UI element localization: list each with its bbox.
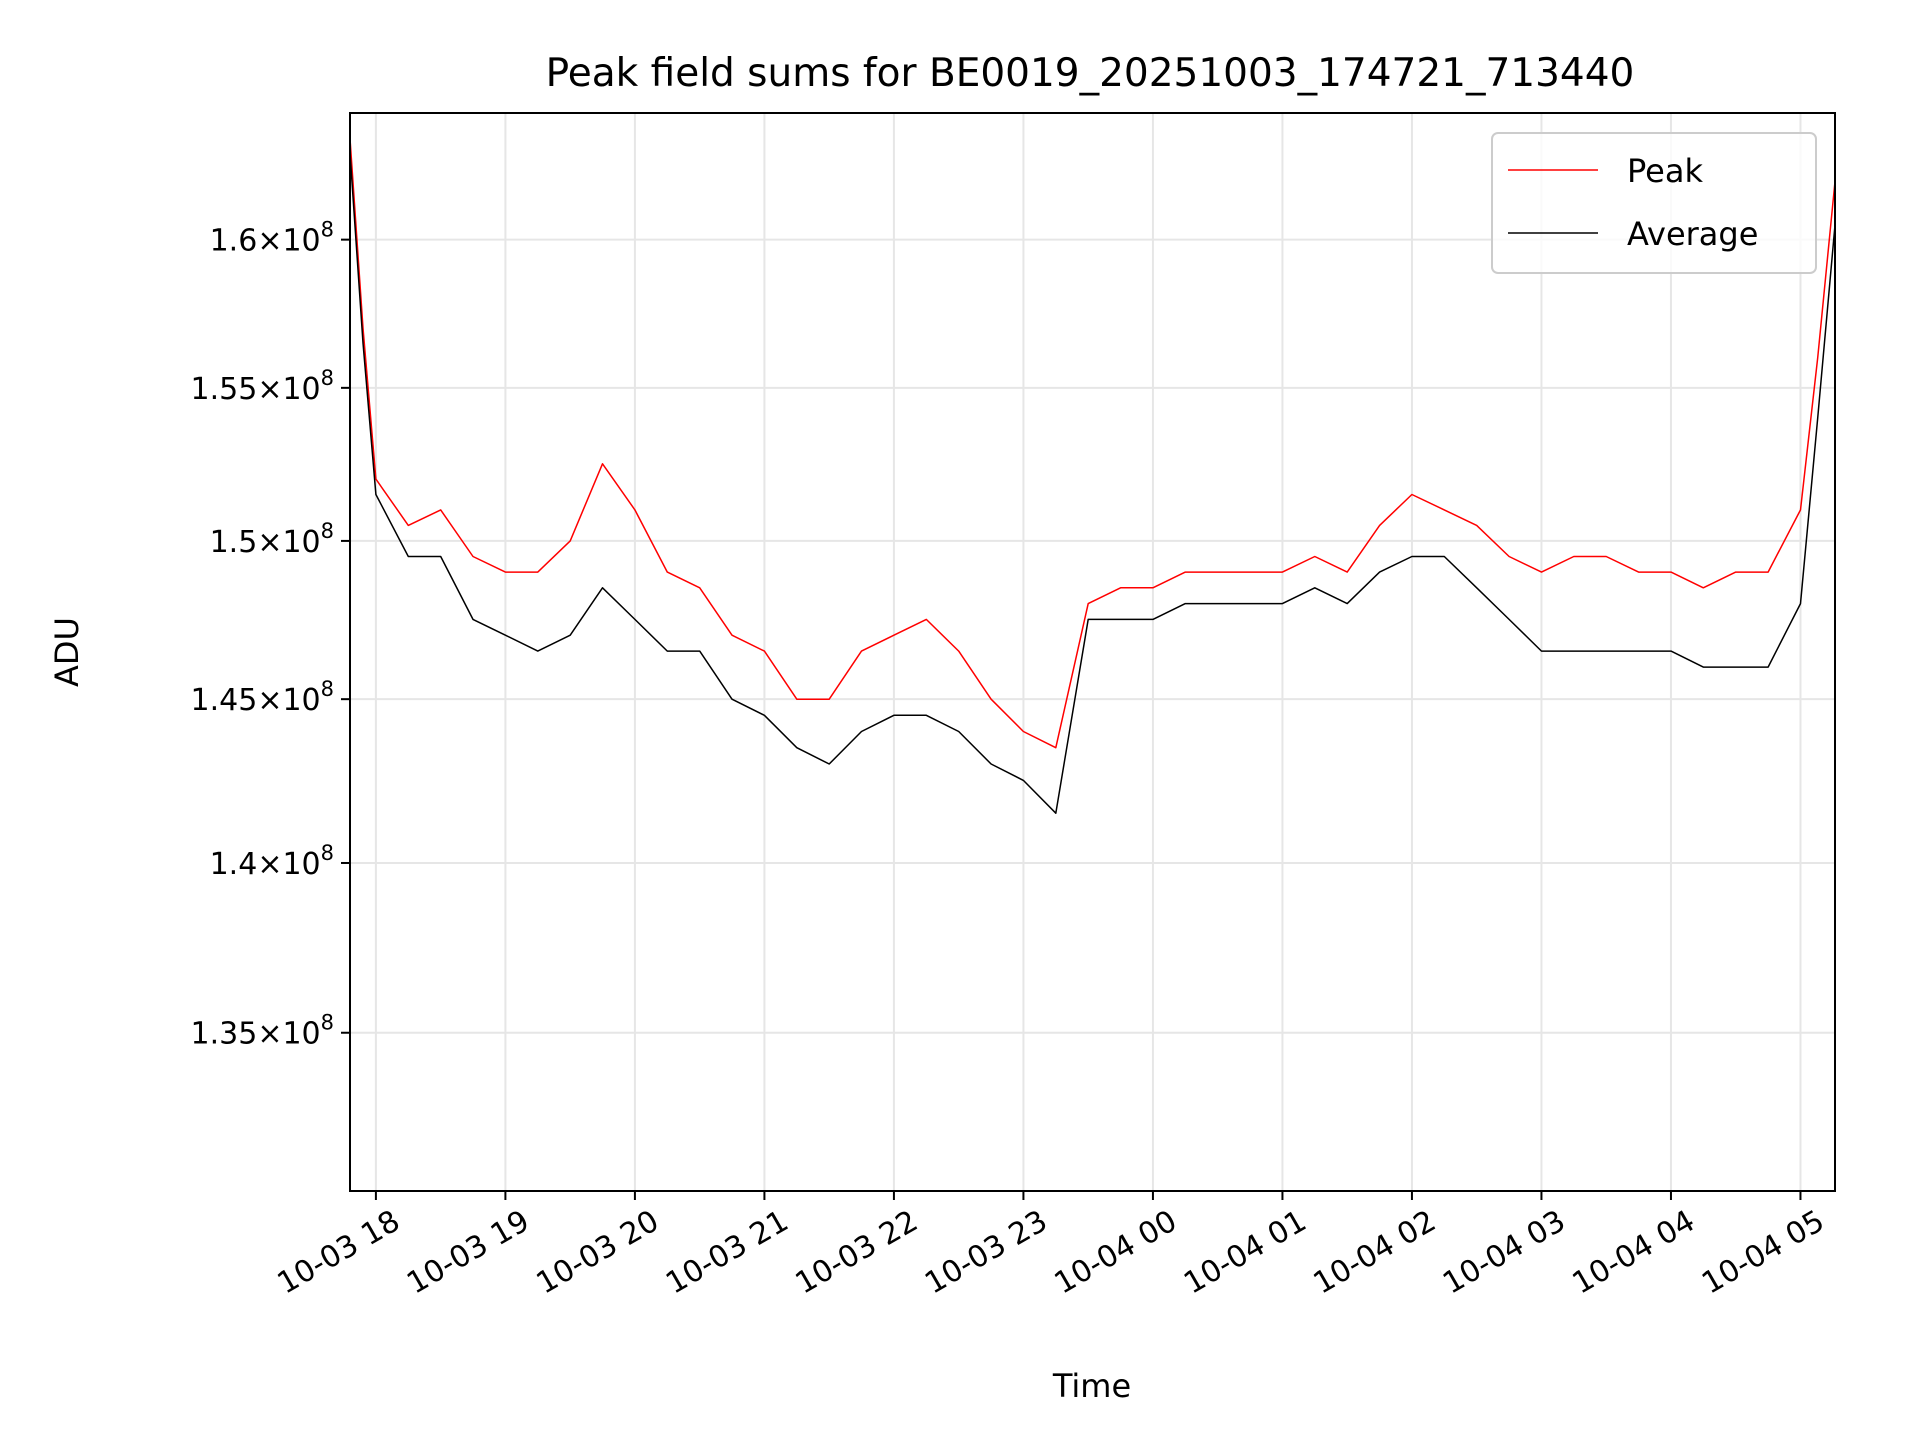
- plot-lines: [349, 138, 1836, 814]
- y-tick-label: 1.55×108: [191, 366, 334, 407]
- legend: Peak Average: [1491, 132, 1817, 274]
- legend-label-average: Average: [1627, 215, 1758, 253]
- series-line-average: [349, 152, 1836, 814]
- y-tick-label: 1.4×108: [210, 841, 334, 882]
- y-tick-label: 1.45×108: [191, 677, 334, 718]
- y-tick-label: 1.6×108: [210, 218, 334, 259]
- x-axis-label: Time: [1052, 1367, 1131, 1405]
- series-line-peak: [349, 138, 1836, 749]
- y-tick-label: 1.35×108: [191, 1011, 334, 1052]
- legend-box: [1491, 132, 1817, 274]
- chart-title: Peak field sums for BE0019_20251003_1747…: [546, 51, 1635, 96]
- plot-frame: [349, 112, 1836, 1192]
- legend-label-peak: Peak: [1627, 152, 1703, 190]
- y-axis-label: ADU: [48, 617, 86, 687]
- y-axis-ticks: 1.35×108 1.4×108 1.45×108 1.5×108 1.55×108 1.…: [191, 218, 350, 1052]
- y-tick-label: 1.5×108: [210, 519, 334, 560]
- gridlines: [350, 113, 1835, 1191]
